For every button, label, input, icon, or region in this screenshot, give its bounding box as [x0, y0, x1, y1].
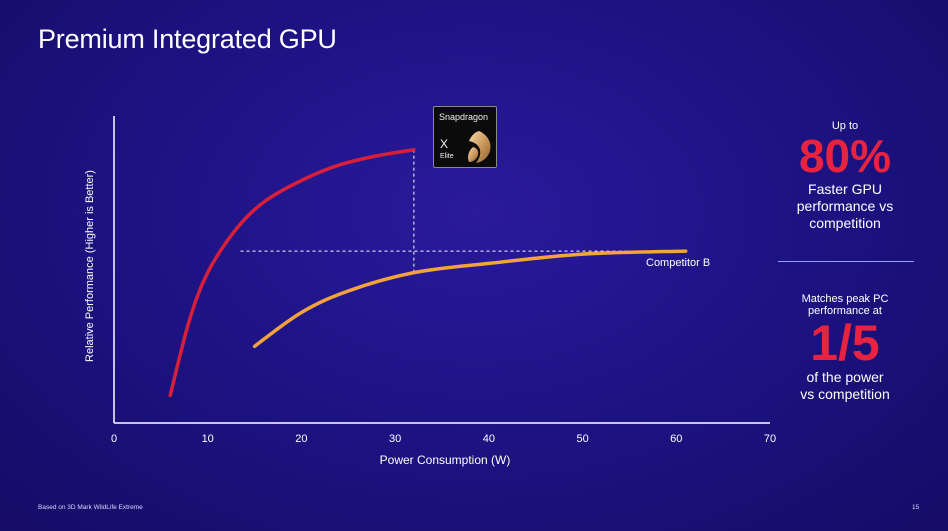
- callout-performance: Up to 80% Faster GPU performance vs comp…: [775, 120, 915, 232]
- logo-brand-text: Snapdragon: [439, 112, 489, 122]
- series-group: [168, 148, 688, 398]
- callout-prefix-line: Matches peak PC: [801, 293, 889, 305]
- logo-model-text: X: [440, 137, 449, 151]
- page-number: 15: [912, 504, 920, 511]
- x-tick-label: 30: [388, 433, 402, 445]
- callout-value: 1/5: [810, 315, 880, 371]
- y-axis-label: Relative Performance (Higher is Better): [84, 170, 96, 362]
- snapdragon-x-elite-logo: Snapdragon X Elite: [433, 106, 497, 168]
- callout-prefix-line: performance at: [808, 305, 882, 317]
- series-line-snapdragon: [168, 148, 416, 398]
- slide-title: Premium Integrated GPU: [38, 24, 337, 54]
- callout-text-line: performance vs: [796, 198, 894, 214]
- callout-divider: [778, 261, 914, 262]
- callout-text-line: vs competition: [800, 386, 890, 402]
- callout-value: 80%: [798, 130, 892, 182]
- x-tick-label: 0: [110, 433, 118, 445]
- x-tick-label: 10: [201, 433, 214, 445]
- x-tick-label: 50: [576, 433, 589, 445]
- x-tick-label: 70: [763, 433, 777, 445]
- series-line-competitor-b: [252, 249, 688, 349]
- callout-text-line: of the power: [806, 369, 884, 385]
- callout-prefix: Up to: [831, 120, 859, 132]
- reference-lines: [240, 149, 686, 273]
- series-label-competitor-b: Competitor B: [646, 257, 711, 269]
- x-tick-label: 40: [482, 433, 496, 445]
- callout-text-line: Faster GPU: [808, 181, 882, 197]
- x-tick-label: 60: [670, 433, 683, 445]
- footnote: Based on 3D Mark WildLife Extreme: [38, 504, 143, 511]
- snapdragon-mark-icon: [468, 131, 491, 163]
- x-axis-label: Power Consumption (W): [379, 453, 511, 467]
- x-tick-label: 20: [295, 433, 308, 445]
- callout-power: Matches peak PC performance at 1/5 of th…: [775, 293, 915, 403]
- logo-variant-text: Elite: [440, 153, 454, 160]
- callout-text-line: competition: [809, 215, 881, 231]
